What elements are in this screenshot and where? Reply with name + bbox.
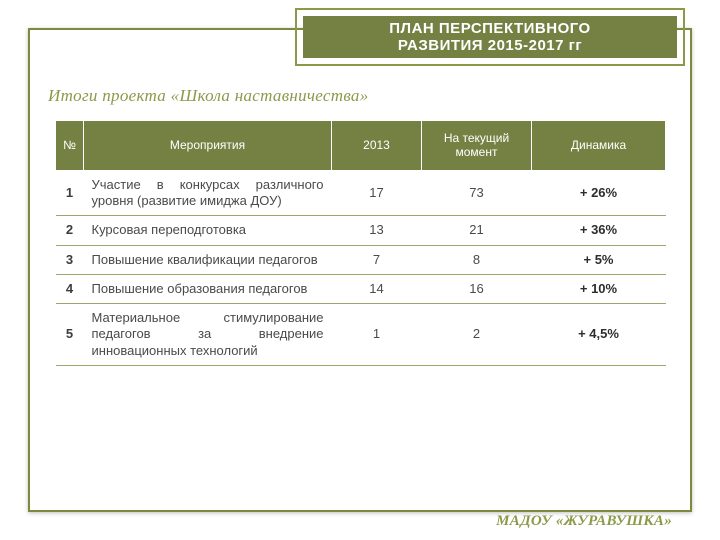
cell-number: 2 (56, 216, 84, 245)
cell-dynamic: + 26% (532, 170, 666, 216)
col-header-current: На текущий момент (422, 121, 532, 171)
cell-dynamic: + 4,5% (532, 304, 666, 366)
table-row: 4 Повышение образования педагогов 14 16 … (56, 274, 666, 303)
col-header-dynamic: Динамика (532, 121, 666, 171)
col-header-event: Мероприятия (84, 121, 332, 171)
footer-org: МАДОУ «ЖУРАВУШКА» (496, 513, 672, 530)
table-header: № Мероприятия 2013 На текущий момент Дин… (56, 121, 666, 171)
cell-current: 2 (422, 304, 532, 366)
cell-2013: 14 (332, 274, 422, 303)
cell-2013: 7 (332, 245, 422, 274)
cell-current: 21 (422, 216, 532, 245)
table-body: 1 Участие в конкурсах различного уровня … (56, 170, 666, 365)
cell-2013: 1 (332, 304, 422, 366)
table-row: 5 Материальное стимулирование педагогов … (56, 304, 666, 366)
banner-line1: ПЛАН ПЕРСПЕКТИВНОГО (389, 20, 590, 37)
slide-page: ПЛАН ПЕРСПЕКТИВНОГО РАЗВИТИЯ 2015-2017 г… (0, 0, 720, 540)
cell-event: Материальное стимулирование педагогов за… (84, 304, 332, 366)
cell-dynamic: + 5% (532, 245, 666, 274)
cell-dynamic: + 36% (532, 216, 666, 245)
cell-current: 73 (422, 170, 532, 216)
col-header-2013: 2013 (332, 121, 422, 171)
cell-2013: 17 (332, 170, 422, 216)
title-banner: ПЛАН ПЕРСПЕКТИВНОГО РАЗВИТИЯ 2015-2017 г… (295, 8, 685, 66)
col-header-number: № (56, 121, 84, 171)
banner-line2: РАЗВИТИЯ 2015-2017 гг (389, 37, 590, 54)
cell-current: 8 (422, 245, 532, 274)
table-row: 1 Участие в конкурсах различного уровня … (56, 170, 666, 216)
cell-number: 1 (56, 170, 84, 216)
cell-number: 4 (56, 274, 84, 303)
cell-event: Повышение образования педагогов (84, 274, 332, 303)
results-table: № Мероприятия 2013 На текущий момент Дин… (55, 120, 666, 366)
cell-event: Курсовая переподготовка (84, 216, 332, 245)
cell-event: Участие в конкурсах различного уровня (р… (84, 170, 332, 216)
cell-number: 3 (56, 245, 84, 274)
cell-number: 5 (56, 304, 84, 366)
cell-event: Повышение квалификации педагогов (84, 245, 332, 274)
cell-current: 16 (422, 274, 532, 303)
title-banner-fill: ПЛАН ПЕРСПЕКТИВНОГО РАЗВИТИЯ 2015-2017 г… (303, 16, 677, 58)
table-row: 2 Курсовая переподготовка 13 21 + 36% (56, 216, 666, 245)
cell-dynamic: + 10% (532, 274, 666, 303)
page-subtitle: Итоги проекта «Школа наставничества» (48, 86, 369, 106)
cell-2013: 13 (332, 216, 422, 245)
table-row: 3 Повышение квалификации педагогов 7 8 +… (56, 245, 666, 274)
